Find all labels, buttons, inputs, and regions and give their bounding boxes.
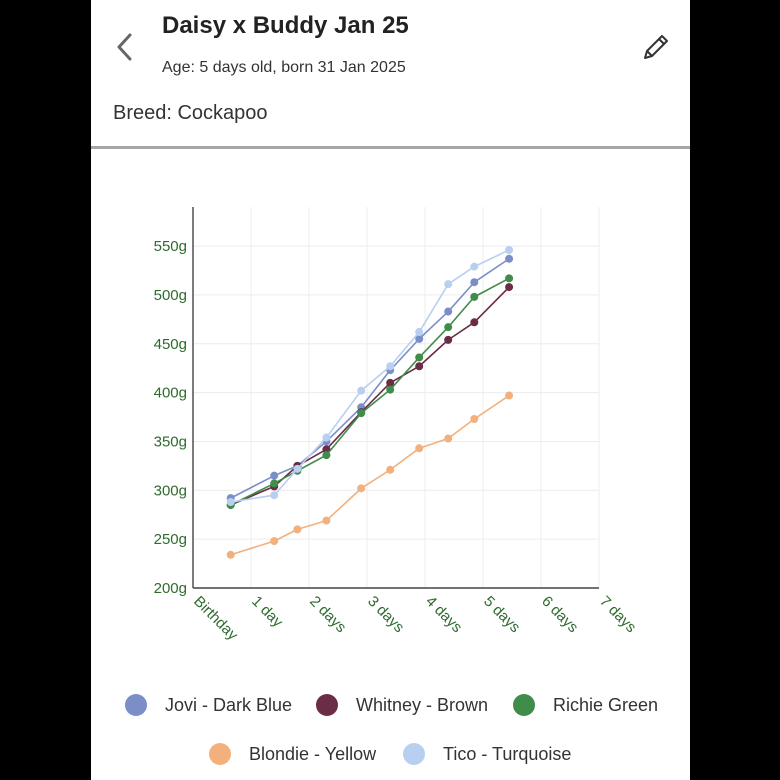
- y-tick-label: 350g: [154, 433, 187, 450]
- data-point: [470, 318, 479, 327]
- y-tick-label: 300g: [154, 482, 187, 499]
- data-point: [444, 280, 453, 289]
- legend-item[interactable]: Richie Green: [513, 694, 658, 716]
- chevron-left-icon: [117, 33, 132, 61]
- series-line: [230, 258, 510, 499]
- edit-button[interactable]: [639, 30, 673, 64]
- y-tick-label: 400g: [154, 385, 187, 402]
- series-line: [230, 249, 510, 503]
- data-point: [270, 537, 279, 546]
- data-point: [444, 434, 453, 443]
- data-point: [415, 353, 424, 362]
- data-point: [470, 278, 479, 287]
- data-point: [270, 471, 279, 480]
- data-point: [444, 307, 453, 316]
- data-point: [386, 362, 395, 371]
- x-tick-label: 3 days: [364, 593, 407, 636]
- data-point: [270, 491, 279, 500]
- series-line: [230, 394, 510, 556]
- page-title: Daisy x Buddy Jan 25: [162, 12, 409, 39]
- data-point: [226, 498, 235, 507]
- legend-swatch: [209, 743, 231, 765]
- x-tick-label: 4 days: [422, 593, 465, 636]
- y-tick-label: 250g: [154, 531, 187, 548]
- data-point: [270, 479, 279, 488]
- legend-swatch: [125, 694, 147, 716]
- legend-label: Richie Green: [553, 694, 659, 715]
- data-point: [470, 262, 479, 271]
- data-point: [505, 391, 514, 400]
- back-button[interactable]: [111, 30, 137, 64]
- x-tick-label: 5 days: [480, 593, 523, 636]
- legend-swatch: [316, 694, 338, 716]
- legend-label: Tico - Turquoise: [443, 743, 572, 764]
- x-tick-label: 2 days: [306, 593, 349, 636]
- data-point: [505, 283, 514, 292]
- legend-label: Blondie - Yellow: [249, 743, 377, 764]
- puppy-detail-panel: Daisy x Buddy Jan 25 Age: 5 days old, bo…: [91, 0, 690, 780]
- data-point: [470, 292, 479, 301]
- data-point: [386, 378, 395, 387]
- data-point: [293, 464, 302, 473]
- legend-item[interactable]: Tico - Turquoise: [403, 743, 571, 765]
- data-point: [357, 484, 366, 493]
- legend-label: Jovi - Dark Blue: [165, 694, 293, 715]
- data-point: [293, 525, 302, 534]
- legend-label: Whitney - Brown: [356, 694, 489, 715]
- data-point: [505, 254, 514, 263]
- data-point: [415, 444, 424, 453]
- y-tick-label: 200g: [154, 580, 187, 597]
- series-line: [230, 286, 510, 506]
- data-point: [505, 274, 514, 283]
- legend-item[interactable]: Whitney - Brown: [316, 694, 488, 716]
- weight-chart: Birthday 1 day 2 days 3 days 4 days 5 days 6 d…: [154, 207, 639, 644]
- data-point: [470, 414, 479, 423]
- header-divider: [91, 146, 690, 149]
- legend-swatch: [403, 743, 425, 765]
- y-tick-label: 450g: [154, 336, 187, 353]
- breed-text: Breed: Cockapoo: [113, 102, 268, 124]
- age-text: Age: 5 days old, born 31 Jan 2025: [162, 59, 406, 76]
- data-point: [322, 451, 331, 460]
- data-point: [415, 328, 424, 337]
- data-point: [444, 323, 453, 332]
- series-line: [230, 277, 510, 506]
- y-tick-label: 550g: [154, 238, 187, 255]
- data-point: [322, 445, 331, 454]
- data-point: [415, 334, 424, 343]
- data-point: [357, 409, 366, 418]
- x-tick-label: 1 day: [248, 593, 286, 631]
- data-point: [322, 516, 331, 525]
- data-point: [386, 385, 395, 394]
- data-point: [357, 386, 366, 395]
- data-point: [444, 335, 453, 344]
- data-point: [226, 550, 235, 559]
- y-tick-label: 500g: [154, 287, 187, 304]
- data-point: [386, 465, 395, 474]
- pencil-icon: [644, 35, 668, 59]
- x-tick-label: 7 days: [596, 593, 639, 636]
- legend-item[interactable]: Blondie - Yellow: [209, 743, 376, 765]
- data-point: [322, 433, 331, 442]
- legend-swatch: [513, 694, 535, 716]
- x-tick-label: 6 days: [538, 593, 581, 636]
- data-point: [505, 245, 514, 254]
- legend-item[interactable]: Jovi - Dark Blue: [125, 694, 292, 716]
- x-tick-label: Birthday: [190, 593, 241, 644]
- data-point: [415, 362, 424, 371]
